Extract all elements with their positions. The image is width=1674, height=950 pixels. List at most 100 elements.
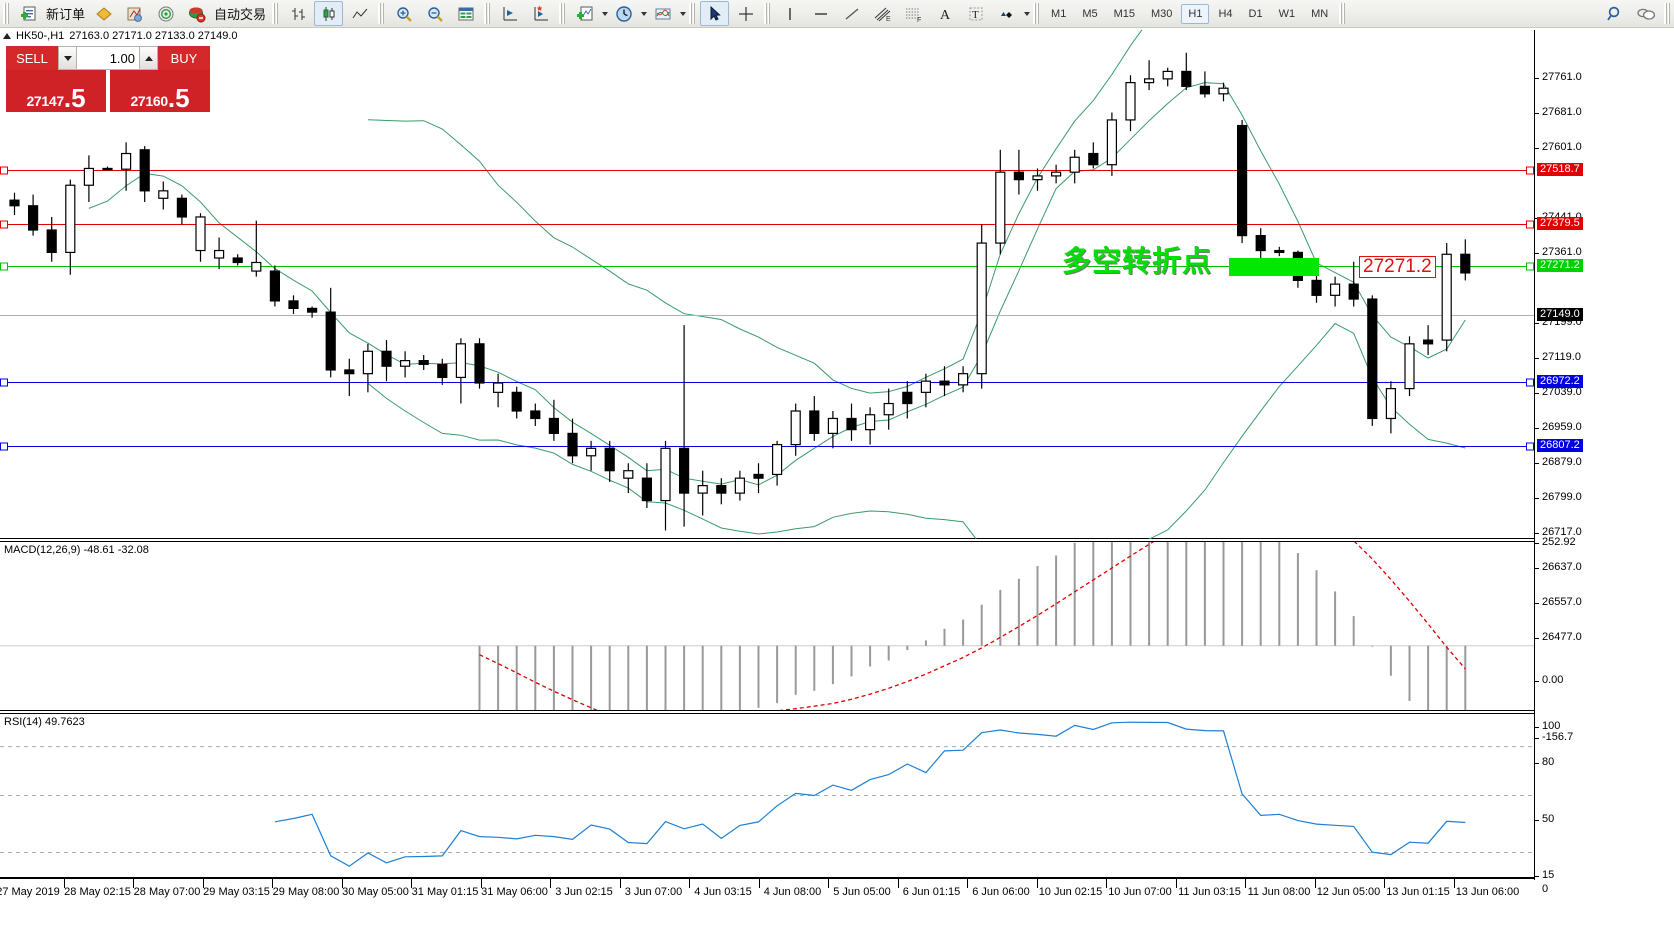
price-tick-10-mark xyxy=(1535,498,1539,499)
hline-icon[interactable] xyxy=(806,1,835,26)
macd-signal-line xyxy=(479,499,1466,724)
templates-icon[interactable] xyxy=(570,1,599,26)
price-tag-27379-5[interactable]: 27379.5 xyxy=(1537,217,1583,230)
bar-chart-icon[interactable] xyxy=(283,1,312,26)
chevron-down-icon-4[interactable] xyxy=(1024,11,1031,16)
search-icon[interactable] xyxy=(1600,1,1629,26)
toolbar-grip-9[interactable] xyxy=(1339,3,1347,24)
toolbar-grip-5[interactable] xyxy=(559,3,567,24)
volume-stepper[interactable] xyxy=(58,46,158,70)
time-axis-separator xyxy=(0,878,1534,879)
fibonacci-icon[interactable]: F xyxy=(899,1,928,26)
sell-price-box[interactable]: 27147 .5 xyxy=(6,70,106,112)
price-tag-26807-2[interactable]: 26807.2 xyxy=(1537,439,1583,452)
candlestick xyxy=(400,351,411,378)
timeframe-m5[interactable]: M5 xyxy=(1082,7,1098,20)
chevron-down-icon-2[interactable] xyxy=(641,11,648,16)
price-tick-13-mark xyxy=(1535,603,1539,604)
green-highlight-box[interactable] xyxy=(1229,258,1319,276)
data-window-icon[interactable] xyxy=(120,1,149,26)
candlestick xyxy=(307,306,318,318)
rsi-pane[interactable]: RSI(14) 49.7623 xyxy=(0,713,1534,878)
objects-icon[interactable] xyxy=(89,1,118,26)
new-order-label[interactable]: 新订单 xyxy=(46,7,86,22)
new-order-icon[interactable] xyxy=(14,1,43,26)
trendline-icon[interactable] xyxy=(837,1,866,26)
timeframe-d1[interactable]: D1 xyxy=(1248,7,1263,20)
auto-scroll-icon[interactable] xyxy=(526,1,555,26)
timeframe-h4[interactable]: H4 xyxy=(1218,7,1233,20)
zoom-in-icon[interactable] xyxy=(389,1,418,26)
chevron-down-icon-3[interactable] xyxy=(680,11,687,16)
period-icon[interactable] xyxy=(609,1,638,26)
crosshair-icon[interactable] xyxy=(731,1,760,26)
buy-button[interactable]: BUY xyxy=(158,46,210,70)
zoom-out-icon[interactable] xyxy=(420,1,449,26)
price-axis[interactable]: 27761.027681.027601.027441.027361.027199… xyxy=(1534,30,1674,895)
timeframe-mn[interactable]: MN xyxy=(1311,7,1329,20)
candlestick xyxy=(437,358,448,385)
autotrading-label[interactable]: 自动交易 xyxy=(214,7,267,22)
toolbar-grip-4[interactable] xyxy=(484,3,492,24)
candlestick xyxy=(604,440,615,482)
price-tag-26972-2[interactable]: 26972.2 xyxy=(1537,375,1583,388)
toolbar-grip-3[interactable] xyxy=(378,3,386,24)
price-tag-27149-0[interactable]: 27149.0 xyxy=(1537,308,1583,321)
time-label-9: 3 Jun 07:00 xyxy=(624,886,683,898)
toolbar-grip[interactable] xyxy=(3,3,10,24)
timeframe-m1[interactable]: M1 xyxy=(1051,7,1067,20)
chart-annotation-text[interactable]: 多空转折点 xyxy=(1062,244,1213,278)
timeframe-h1[interactable]: H1 xyxy=(1181,3,1210,24)
label-icon[interactable]: T xyxy=(961,1,990,26)
candlestick xyxy=(214,237,225,270)
equidistant-icon[interactable]: E xyxy=(868,1,897,26)
rsi-label: RSI(14) 49.7623 xyxy=(4,716,85,728)
price-tag-27271-2[interactable]: 27271.2 xyxy=(1537,259,1583,272)
price-tick-8: 26959.0 xyxy=(1542,421,1582,433)
time-separator xyxy=(828,878,829,888)
chevron-down-icon[interactable] xyxy=(602,11,609,16)
shapes-icon[interactable] xyxy=(992,1,1021,26)
volume-input[interactable] xyxy=(77,47,139,69)
time-label-2: 28 May 07:00 xyxy=(133,886,201,898)
volume-increase-button[interactable] xyxy=(139,47,157,69)
macd-tick-0-mark xyxy=(1535,543,1539,544)
time-label-20: 13 Jun 01:15 xyxy=(1386,886,1450,898)
volume-decrease-button[interactable] xyxy=(59,47,77,69)
toolbar-grip-2[interactable] xyxy=(272,3,280,24)
candlestick xyxy=(1441,243,1452,352)
price-pane[interactable] xyxy=(0,0,1534,591)
price-tick-0: 27761.0 xyxy=(1542,71,1582,83)
autotrading-icon[interactable] xyxy=(182,1,211,26)
toolbar-grip-6[interactable] xyxy=(689,3,697,24)
timeframe-w1[interactable]: W1 xyxy=(1278,7,1296,20)
time-label-21: 13 Jun 06:00 xyxy=(1455,886,1520,898)
toolbar-grip-7[interactable] xyxy=(764,3,772,24)
price-callout-label[interactable]: 27271.2 xyxy=(1359,256,1436,278)
sell-button[interactable]: SELL xyxy=(6,46,58,70)
collapse-triangle-icon[interactable] xyxy=(3,33,11,39)
candlestick xyxy=(1274,246,1285,257)
symbol-info-bar: HK50-,H1 27163.0 27171.0 27133.0 27149.0 xyxy=(0,28,1674,44)
candlestick-icon[interactable] xyxy=(314,1,344,26)
chat-icon[interactable] xyxy=(1631,1,1660,26)
buy-price-box[interactable]: 27160 .5 xyxy=(110,70,210,112)
shift-chart-icon[interactable] xyxy=(495,1,524,26)
macd-pane[interactable]: MACD(12,26,9) -48.61 -32.08 xyxy=(0,478,1534,748)
one-click-price-row: 27147 .5 27160 .5 xyxy=(6,70,210,112)
vline-icon[interactable] xyxy=(775,1,804,26)
time-axis[interactable]: 27 May 2019 28 May 02:15 28 May 07:00 29 Ma… xyxy=(0,878,1534,908)
line-chart-icon[interactable] xyxy=(345,1,374,26)
timeframe-m15[interactable]: M15 xyxy=(1113,7,1135,20)
cursor-icon[interactable] xyxy=(700,1,730,26)
candlestick xyxy=(381,340,392,382)
price-tag-27518-7[interactable]: 27518.7 xyxy=(1537,163,1583,176)
candlestick xyxy=(1069,149,1080,184)
toolbar-grip-8[interactable] xyxy=(1033,3,1041,24)
grid-icon[interactable] xyxy=(451,1,480,26)
toolbar-grip-10[interactable] xyxy=(1664,3,1671,24)
timeframe-m30[interactable]: M30 xyxy=(1151,7,1173,20)
signals-icon[interactable] xyxy=(151,1,180,26)
text-icon[interactable]: A xyxy=(930,1,959,26)
indicators-icon[interactable] xyxy=(648,1,677,26)
